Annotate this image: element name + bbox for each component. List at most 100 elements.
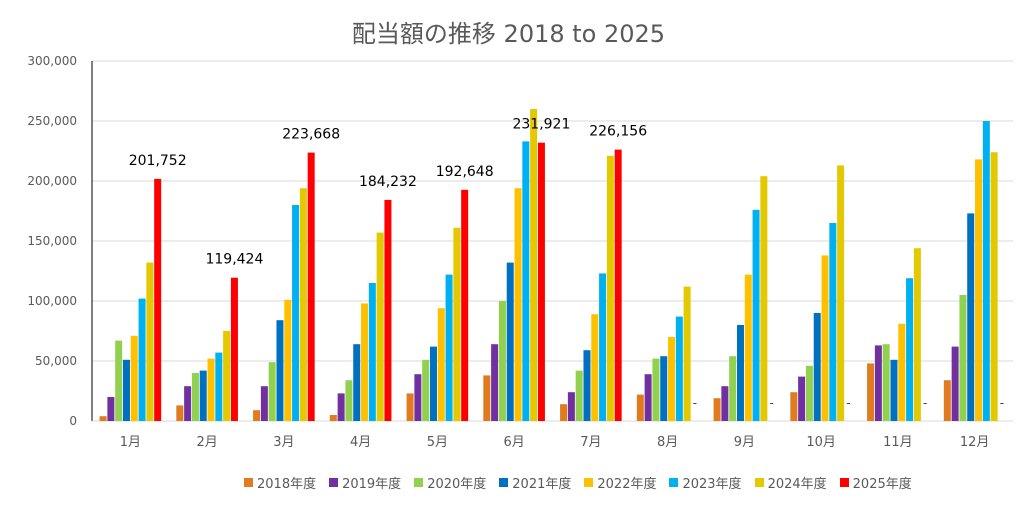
bar-2020年度-5月 [422, 359, 430, 421]
bar-2018年度-10月 [790, 392, 798, 421]
legend-label: 2025年度 [852, 477, 912, 492]
legend-swatch [754, 478, 764, 487]
x-tick-label: 12月 [960, 435, 990, 450]
legend-item: 2025年度 [839, 473, 912, 492]
x-tick-label: 4月 [350, 435, 371, 450]
bar-2024年度-4月 [376, 232, 384, 421]
missing-value-marker: - [923, 396, 927, 410]
bar-2021年度-10月 [813, 313, 821, 421]
bar-2021年度-1月 [122, 359, 130, 421]
bar-2018年度-11月 [867, 363, 875, 421]
x-tick-label: 10月 [806, 435, 836, 450]
bar-2020年度-2月 [191, 373, 199, 421]
bar-2020年度-10月 [805, 365, 813, 421]
bar-2019年度-3月 [260, 386, 268, 421]
bar-2019年度-11月 [874, 345, 882, 421]
legend-label: 2018年度 [257, 477, 317, 492]
x-tick-label: 3月 [273, 435, 294, 450]
bar-2025年度-5月 [461, 189, 469, 421]
missing-value-marker: - [693, 396, 697, 410]
bar-2018年度-1月 [99, 416, 107, 421]
y-tick-label: 300,000 [27, 54, 77, 68]
bar-2024年度-3月 [299, 188, 307, 421]
bar-2019年度-2月 [184, 386, 192, 421]
legend-label: 2020年度 [427, 477, 487, 492]
data-label: 184,232 [359, 174, 417, 190]
y-tick-label: 200,000 [27, 174, 77, 188]
bar-2020年度-6月 [498, 301, 506, 421]
bar-2020年度-1月 [115, 340, 123, 421]
legend-swatch [329, 478, 339, 487]
missing-value-marker: - [1000, 396, 1004, 410]
missing-value-marker: - [846, 396, 850, 410]
bar-2024年度-6月 [530, 109, 538, 421]
bar-2023年度-12月 [982, 121, 990, 421]
x-tick-label: 6月 [503, 435, 524, 450]
bar-2024年度-5月 [453, 227, 461, 421]
bar-2021年度-7月 [583, 350, 591, 421]
bar-2021年度-12月 [967, 213, 975, 421]
legend-item: 2020年度 [414, 473, 486, 492]
legend-swatch [669, 478, 679, 487]
bar-2019年度-12月 [951, 346, 959, 421]
bar-2020年度-12月 [959, 295, 967, 421]
bar-2019年度-4月 [337, 393, 345, 421]
legend-swatch [414, 478, 424, 487]
bar-2022年度-6月 [514, 188, 522, 421]
legend-item: 2021年度 [499, 473, 571, 492]
legend-item: 2018年度 [244, 473, 316, 492]
bar-2023年度-9月 [752, 209, 760, 421]
x-tick-label: 2月 [196, 435, 217, 450]
y-tick-label: 0 [69, 414, 77, 428]
bar-2018年度-5月 [406, 393, 414, 421]
legend-label: 2024年度 [767, 477, 827, 492]
legend-swatch [499, 478, 509, 487]
x-tick-label: 9月 [734, 435, 755, 450]
bar-2025年度-1月 [154, 178, 162, 421]
bar-2023年度-3月 [292, 205, 300, 421]
bar-2020年度-9月 [729, 356, 737, 421]
bar-2018年度-6月 [483, 375, 491, 421]
x-tick-label: 5月 [427, 435, 448, 450]
legend-item: 2024年度 [754, 473, 827, 492]
chart-title: 配当額の推移 2018 to 2025 [351, 20, 666, 48]
bar-2024年度-7月 [606, 155, 614, 422]
data-label: 226,156 [589, 124, 647, 140]
data-label: 231,921 [512, 117, 570, 133]
data-label: 119,424 [205, 252, 263, 268]
bar-2024年度-12月 [990, 152, 998, 421]
bar-2021年度-3月 [276, 320, 284, 421]
legend-label: 2022年度 [597, 477, 657, 492]
x-tick-label: 8月 [657, 435, 678, 450]
bar-2022年度-7月 [591, 314, 599, 421]
bar-2025年度-3月 [307, 152, 315, 422]
bar-2024年度-9月 [760, 176, 768, 421]
bar-2025年度-6月 [537, 142, 545, 421]
bar-2021年度-9月 [736, 325, 744, 421]
bar-2021年度-11月 [890, 359, 898, 421]
legend-swatch [839, 478, 849, 487]
bar-2024年度-2月 [223, 331, 231, 421]
legend-item: 2019年度 [329, 473, 401, 492]
bar-2022年度-4月 [361, 303, 369, 421]
bar-2022年度-3月 [284, 299, 292, 421]
bar-2022年度-11月 [898, 323, 906, 421]
legend-swatch [584, 478, 594, 487]
bar-2018年度-8月 [636, 394, 644, 421]
bar-2023年度-11月 [906, 278, 914, 421]
x-tick-label: 7月 [580, 435, 601, 450]
bar-2023年度-2月 [215, 352, 223, 421]
bar-2019年度-7月 [567, 392, 575, 421]
x-tick-label: 11月 [883, 435, 913, 450]
bar-2025年度-2月 [230, 277, 238, 421]
bar-2021年度-8月 [660, 356, 668, 421]
bar-2019年度-10月 [798, 376, 806, 421]
bar-2020年度-8月 [652, 358, 660, 421]
bar-2022年度-1月 [130, 335, 138, 421]
bar-2020年度-11月 [882, 344, 890, 421]
bar-2024年度-8月 [683, 286, 691, 421]
bar-2018年度-12月 [943, 380, 951, 421]
bar-2020年度-7月 [575, 370, 583, 421]
bar-2020年度-4月 [345, 380, 353, 421]
